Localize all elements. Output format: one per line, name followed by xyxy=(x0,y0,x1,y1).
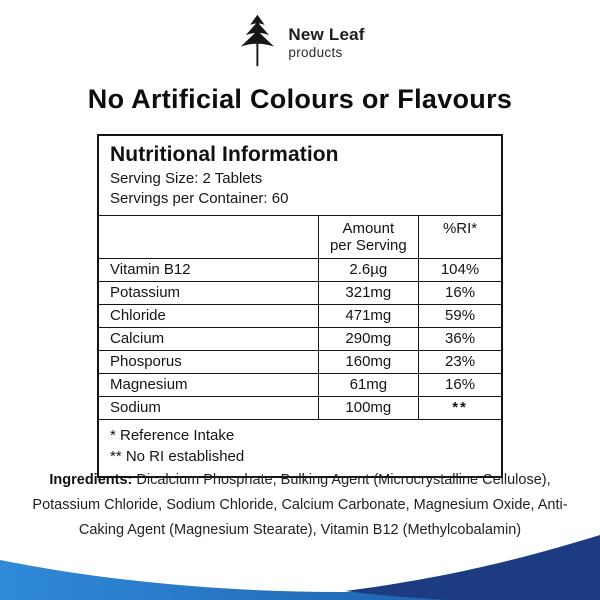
nutrient-amount: 290mg xyxy=(317,327,419,350)
table-row: Potassium 321mg 16% xyxy=(99,281,501,304)
ingredients-list: Dicalcium Phosphate, Bulking Agent (Micr… xyxy=(32,472,568,538)
nutrient-amount: 2.6µg xyxy=(317,258,419,281)
brand-logo-text: New Leaf products xyxy=(288,24,365,60)
nutrient-amount: 61mg xyxy=(317,373,419,396)
brand-logo: New Leaf products xyxy=(235,14,364,72)
nutrition-table: Nutritional Information Serving Size: 2 … xyxy=(97,134,503,478)
ri-column-header: %RI* xyxy=(418,215,501,258)
nutrient-ri: 16% xyxy=(418,281,501,304)
amount-column-header: Amount per Serving xyxy=(317,215,419,258)
nutrient-ri: 16% xyxy=(418,373,501,396)
nutrient-name: Potassium xyxy=(110,283,181,301)
nutrient-name: Magnesium xyxy=(110,375,188,393)
footnote-no-ri: ** No RI established xyxy=(110,447,245,465)
nutrient-ri: 36% xyxy=(418,327,501,350)
table-row: Magnesium 61mg 16% xyxy=(99,373,501,396)
table-row: Phosporus 160mg 23% xyxy=(99,350,501,373)
nutrient-ri: ** xyxy=(418,396,501,419)
table-row: Calcium 290mg 36% xyxy=(99,327,501,350)
headline: No Artificial Colours or Flavours xyxy=(87,84,513,114)
pine-tree-icon xyxy=(240,14,275,67)
brand-subtitle: products xyxy=(288,44,343,60)
nutrient-name: Sodium xyxy=(110,398,161,416)
table-row: Chloride 471mg 59% xyxy=(99,304,501,327)
nutrient-amount: 160mg xyxy=(317,350,419,373)
nutrition-table-header: Nutritional Information Serving Size: 2 … xyxy=(99,136,501,216)
nutrient-column-header xyxy=(99,216,318,259)
nutrient-name: Calcium xyxy=(110,329,165,347)
nutrient-ri: 104% xyxy=(418,258,501,281)
table-row: Vitamin B12 2.6µg 104% xyxy=(99,258,501,281)
ingredients-label: Ingredients: xyxy=(49,472,133,488)
brand-name: New Leaf xyxy=(288,24,365,44)
nutrient-amount: 100mg xyxy=(317,396,419,419)
nutrient-name: Phosporus xyxy=(110,352,182,370)
servings-per-container: Servings per Container: 60 xyxy=(110,190,289,208)
column-header-row: Amount per Serving %RI* xyxy=(99,215,501,259)
ingredients-text: Ingredients: Dicalcium Phosphate, Bulkin… xyxy=(20,468,580,543)
nutrient-name: Vitamin B12 xyxy=(110,260,191,278)
wave-navy-shape xyxy=(345,535,600,600)
nutrient-ri: 59% xyxy=(418,304,501,327)
nutrient-amount: 321mg xyxy=(317,281,419,304)
nutrition-grid: Amount per Serving %RI* Vitamin B12 2.6µ… xyxy=(99,215,501,420)
serving-size: Serving Size: 2 Tablets xyxy=(110,170,263,187)
footnote-reference-intake: * Reference Intake xyxy=(110,426,235,444)
table-row: Sodium 100mg ** xyxy=(99,396,501,419)
table-footnotes: * Reference Intake ** No RI established xyxy=(99,420,501,476)
nutrient-ri: 23% xyxy=(418,350,501,373)
nutrient-name: Chloride xyxy=(110,306,166,324)
nutrition-table-title: Nutritional Information xyxy=(110,143,339,166)
wave-decoration xyxy=(0,535,600,600)
nutrient-amount: 471mg xyxy=(317,304,419,327)
